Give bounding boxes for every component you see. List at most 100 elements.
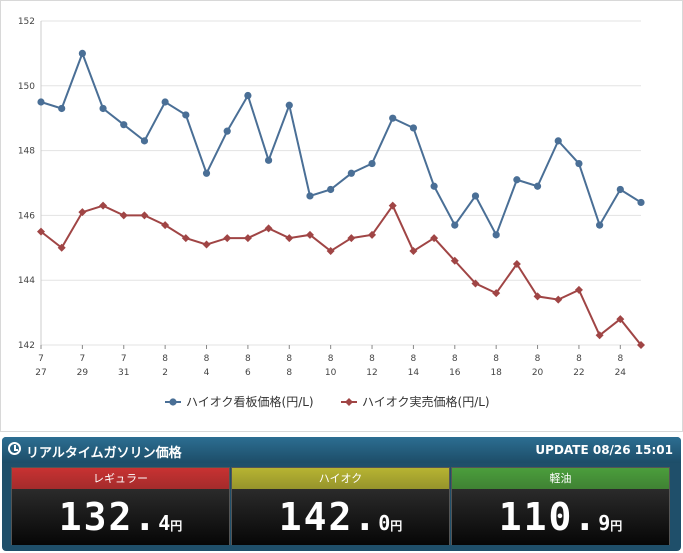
x-tick-month: 8 bbox=[328, 354, 334, 364]
data-point bbox=[78, 49, 86, 58]
data-point bbox=[182, 111, 190, 119]
data-point bbox=[161, 98, 169, 106]
fuel-diesel-label: 軽油 bbox=[452, 468, 669, 489]
data-point bbox=[99, 104, 107, 113]
data-point bbox=[347, 234, 356, 243]
data-point bbox=[512, 260, 521, 268]
fuel-high-octane-price-int: 142. bbox=[278, 495, 379, 539]
data-point bbox=[244, 91, 252, 100]
x-tick-day: 14 bbox=[408, 368, 420, 378]
data-point bbox=[574, 285, 583, 294]
data-point bbox=[347, 169, 355, 177]
x-tick-month: 8 bbox=[535, 354, 541, 364]
data-point bbox=[58, 104, 66, 113]
fuel-diesel-price: 110.9円 bbox=[452, 489, 669, 545]
fuel-diesel-price-int: 110. bbox=[498, 495, 599, 539]
fuel-high-octane-price: 142.0円 bbox=[232, 489, 449, 545]
x-tick-month: 7 bbox=[38, 354, 44, 364]
data-point bbox=[37, 227, 45, 236]
y-tick-label: 152 bbox=[18, 17, 35, 27]
data-point bbox=[492, 289, 501, 298]
fuel-high-octane-price-dec: 0 bbox=[378, 511, 391, 535]
x-tick-month: 7 bbox=[80, 354, 86, 364]
data-point bbox=[202, 169, 211, 177]
data-point bbox=[471, 279, 480, 288]
x-tick-day: 27 bbox=[35, 368, 46, 378]
fuel-regular-price-int: 132. bbox=[58, 495, 159, 539]
data-point bbox=[305, 230, 314, 239]
fuel-diesel: 軽油 110.9円 bbox=[451, 467, 670, 545]
data-point bbox=[554, 295, 563, 304]
x-tick-day: 8 bbox=[286, 368, 292, 378]
fuel-high-octane-label: ハイオク bbox=[232, 468, 449, 489]
data-point bbox=[595, 331, 604, 340]
data-point bbox=[140, 211, 149, 220]
data-point bbox=[637, 341, 645, 349]
x-axis-ticks: 7 27 7 29 7 31 8 2 8 4 8 6 8 8 8 10 8 12 8 14 8 16 8 18 8 20 8 22 8 2… bbox=[35, 345, 626, 378]
fuel-regular-price-dec: 4 bbox=[158, 511, 171, 535]
x-tick-month: 8 bbox=[204, 354, 210, 364]
data-point bbox=[596, 221, 604, 229]
data-point bbox=[533, 292, 542, 301]
fuel-regular: レギュラー 132.4円 bbox=[11, 467, 230, 545]
x-tick-day: 18 bbox=[490, 368, 502, 378]
data-point bbox=[202, 240, 211, 249]
y-axis-ticks: 142 144 146 148 150 152 bbox=[18, 17, 35, 351]
data-point bbox=[78, 208, 87, 217]
legend-label-0: ハイオク看板価格(円/L) bbox=[186, 394, 314, 409]
fuel-regular-price: 132.4円 bbox=[12, 489, 229, 545]
x-tick-day: 6 bbox=[245, 368, 251, 378]
data-point bbox=[306, 192, 314, 200]
data-point bbox=[409, 124, 418, 132]
legend-label-1: ハイオク実売価格(円/L) bbox=[362, 394, 490, 409]
data-point bbox=[161, 221, 170, 230]
fuel-diesel-unit: 円 bbox=[610, 519, 623, 533]
data-point bbox=[430, 234, 439, 243]
fuel-diesel-price-dec: 9 bbox=[598, 511, 611, 535]
x-tick-day: 4 bbox=[204, 368, 210, 378]
x-tick-day: 29 bbox=[77, 368, 89, 378]
x-tick-month: 8 bbox=[493, 354, 499, 364]
x-tick-day: 22 bbox=[573, 368, 584, 378]
x-tick-month: 8 bbox=[369, 354, 375, 364]
data-point bbox=[285, 234, 294, 243]
data-point bbox=[575, 159, 583, 168]
x-tick-day: 20 bbox=[532, 368, 544, 378]
data-point bbox=[140, 137, 149, 145]
x-tick-day: 31 bbox=[118, 368, 129, 378]
data-point bbox=[533, 182, 542, 190]
series-line-0 bbox=[40, 50, 642, 238]
data-point bbox=[409, 247, 418, 256]
grid-lines bbox=[40, 20, 641, 346]
data-point bbox=[264, 224, 273, 233]
fuel-high-octane: ハイオク 142.0円 bbox=[231, 467, 450, 545]
data-point bbox=[120, 121, 128, 129]
data-point bbox=[389, 114, 397, 122]
data-point bbox=[450, 256, 459, 265]
data-point bbox=[57, 243, 66, 252]
legend-marker-0 bbox=[169, 398, 177, 406]
data-point bbox=[368, 159, 376, 168]
fuel-regular-unit: 円 bbox=[170, 519, 183, 533]
data-point bbox=[223, 127, 231, 135]
data-point bbox=[616, 185, 624, 194]
data-point bbox=[513, 176, 521, 184]
data-point bbox=[285, 101, 293, 109]
data-point bbox=[430, 182, 438, 190]
x-tick-month: 8 bbox=[576, 354, 582, 364]
x-tick-month: 8 bbox=[411, 354, 417, 364]
chart-panel: 142 144 146 148 150 152 7 27 7 29 7 31 8 2 8 4 8 6 8 8 8 10 8… bbox=[0, 0, 683, 432]
data-point bbox=[388, 201, 397, 210]
y-tick-label: 150 bbox=[18, 82, 35, 92]
x-tick-day: 24 bbox=[615, 368, 627, 378]
data-point bbox=[637, 198, 645, 207]
x-tick-month: 8 bbox=[245, 354, 251, 364]
legend[interactable]: ハイオク看板価格(円/L) ハイオク実売価格(円/L) bbox=[165, 394, 490, 409]
data-point bbox=[99, 201, 108, 210]
x-tick-day: 12 bbox=[366, 368, 377, 378]
data-point bbox=[243, 234, 252, 243]
fuel-regular-label: レギュラー bbox=[12, 468, 229, 489]
data-point bbox=[492, 231, 500, 239]
clock-icon bbox=[8, 442, 21, 455]
legend-marker-1 bbox=[345, 398, 353, 406]
